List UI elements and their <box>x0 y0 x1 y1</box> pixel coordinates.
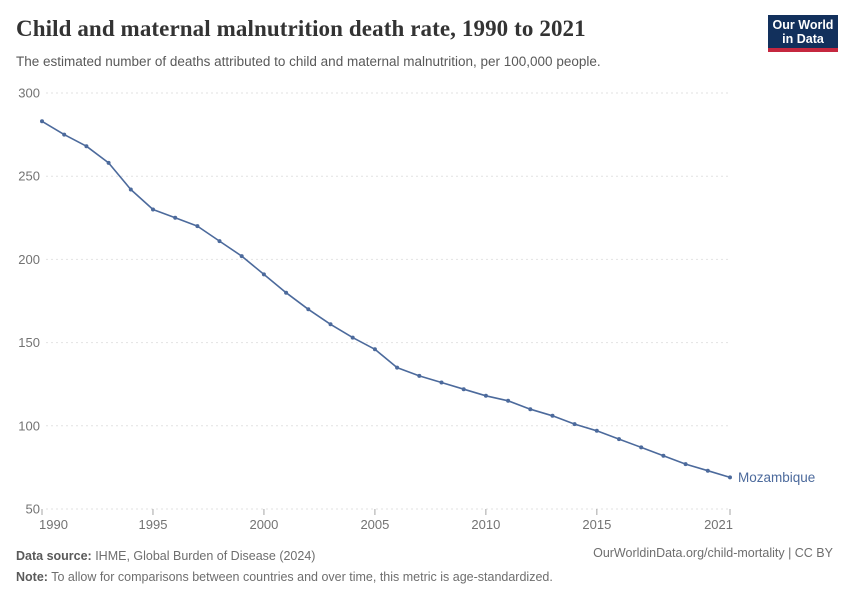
owid-logo[interactable]: Our World in Data <box>768 15 838 52</box>
data-point-1998[interactable] <box>217 239 222 244</box>
data-point-2003[interactable] <box>328 322 333 327</box>
datasource-label: Data source: <box>16 549 92 563</box>
owid-logo-line2: in Data <box>782 31 824 46</box>
y-tick-label-300: 300 <box>18 86 40 101</box>
data-point-1999[interactable] <box>239 254 244 259</box>
page-title: Child and maternal malnutrition death ra… <box>16 16 586 41</box>
y-tick-label-150: 150 <box>18 335 40 350</box>
x-tick-label-2021: 2021 <box>704 517 733 532</box>
y-tick-label-200: 200 <box>18 252 40 267</box>
data-point-2019[interactable] <box>683 462 688 467</box>
data-point-1990[interactable] <box>40 119 44 124</box>
data-point-1992[interactable] <box>84 144 89 149</box>
x-tick-label-1995: 1995 <box>139 517 168 532</box>
x-tick-label-2005: 2005 <box>360 517 389 532</box>
data-point-2016[interactable] <box>617 437 621 442</box>
datasource-line: Data source: IHME, Global Burden of Dise… <box>16 546 553 567</box>
data-point-1993[interactable] <box>106 160 111 165</box>
note-value: To allow for comparisons between countri… <box>47 570 553 584</box>
data-line-mozambique[interactable] <box>41 120 731 479</box>
footer-license-link[interactable]: OurWorldinData.org/child-mortality | CC … <box>593 546 833 560</box>
data-point-2015[interactable] <box>594 428 599 433</box>
data-point-1996[interactable] <box>173 215 178 220</box>
data-point-2009[interactable] <box>461 387 466 392</box>
data-point-2021[interactable] <box>728 475 732 480</box>
y-tick-label-100: 100 <box>18 418 40 433</box>
data-point-2014[interactable] <box>572 422 577 427</box>
chart-footnotes: Data source: IHME, Global Burden of Dise… <box>16 546 553 588</box>
data-point-1997[interactable] <box>195 224 200 229</box>
data-point-2006[interactable] <box>395 365 400 370</box>
data-point-2018[interactable] <box>661 453 666 458</box>
x-tick-label-2015: 2015 <box>582 517 611 532</box>
x-tick-label-1990: 1990 <box>39 517 68 532</box>
owid-logo-line1: Our World <box>772 17 834 32</box>
data-point-2000[interactable] <box>261 272 266 277</box>
data-point-2012[interactable] <box>528 407 533 412</box>
data-point-1991[interactable] <box>62 132 67 137</box>
data-point-2005[interactable] <box>372 347 377 352</box>
data-point-2002[interactable] <box>306 307 311 312</box>
data-point-2007[interactable] <box>417 373 422 378</box>
note-label: Note: <box>16 570 48 584</box>
data-point-1995[interactable] <box>151 207 155 212</box>
note-line: Note: To allow for comparisons between c… <box>16 567 553 588</box>
x-tick-label-2000: 2000 <box>249 517 278 532</box>
data-point-2004[interactable] <box>350 335 355 340</box>
series-end-label: Mozambique <box>738 470 815 485</box>
datasource-value: IHME, Global Burden of Disease (2024) <box>91 549 316 563</box>
data-point-2017[interactable] <box>639 445 644 450</box>
data-point-2001[interactable] <box>284 290 289 295</box>
y-tick-label-50: 50 <box>26 502 40 517</box>
x-tick-label-2010: 2010 <box>471 517 500 532</box>
data-point-2010[interactable] <box>483 393 488 398</box>
data-point-2020[interactable] <box>705 468 710 473</box>
data-point-1994[interactable] <box>128 187 133 192</box>
data-point-2013[interactable] <box>550 413 555 418</box>
data-point-2011[interactable] <box>506 398 511 403</box>
y-tick-label-250: 250 <box>18 169 40 184</box>
data-point-2008[interactable] <box>439 380 444 385</box>
page-subtitle: The estimated number of deaths attribute… <box>16 54 601 69</box>
